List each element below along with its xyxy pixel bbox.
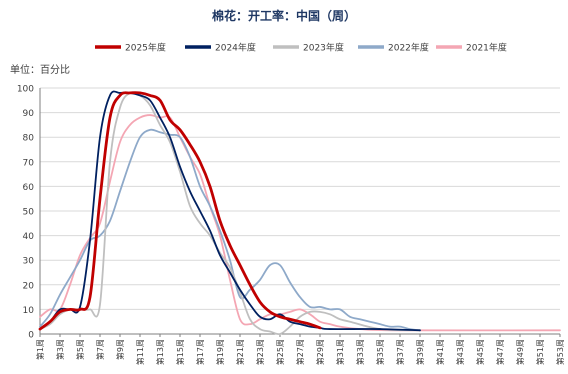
legend-label-2025年度: 2025年度: [125, 42, 166, 54]
legend-label-2021年度: 2021年度: [466, 42, 507, 54]
y-tick-label: 40: [23, 232, 35, 242]
x-tick-label: 第25周: [275, 339, 285, 365]
x-tick-label: 第21周: [235, 339, 245, 365]
x-axis: 第1周 第3周 第5周 第7周 第9周 第11周 第13周 第15周 第17周 第19周 第21周第…: [35, 334, 565, 365]
x-tick-label: 第43周: [455, 339, 465, 365]
x-tick-label: 第47周: [495, 339, 505, 365]
y-tick-label: 70: [23, 158, 35, 168]
x-tick-label: 第53周: [555, 339, 565, 365]
x-tick-label: 第33周: [355, 339, 365, 365]
x-tick-label: 第41周: [435, 339, 445, 365]
x-tick-label: 第9周: [115, 339, 125, 360]
x-tick-label: 第37周: [395, 339, 405, 365]
x-tick-label: 第7周: [95, 339, 105, 360]
x-tick-label: 第27周: [295, 339, 305, 365]
series-line-2024年度: [39, 90, 421, 332]
x-tick-label: 第17周: [195, 339, 205, 365]
x-tick-label: 第13周: [155, 339, 165, 365]
x-tick-label: 第51周: [535, 339, 545, 365]
series-line-2025年度: [38, 91, 322, 331]
x-tick-label: 第29周: [315, 339, 325, 365]
x-tick-label: 第1周: [35, 339, 45, 360]
x-tick-label: 第45周: [475, 339, 485, 365]
y-tick-label: 100: [17, 85, 34, 95]
x-tick-label: 第49周: [515, 339, 525, 365]
y-tick-label: 60: [23, 183, 35, 193]
series-layer: [38, 90, 561, 336]
y-tick-label: 20: [23, 281, 35, 291]
x-tick-label: 第11周: [135, 339, 145, 365]
y-tick-label: 30: [23, 257, 35, 267]
x-tick-label: 第39周: [415, 339, 425, 365]
y-tick-label: 50: [23, 208, 35, 218]
legend: 2025年度 2024年度 2023年度 2022年度 2021年度: [95, 42, 507, 54]
series-line-2022年度: [39, 128, 421, 332]
legend-label-2024年度: 2024年度: [215, 42, 256, 54]
legend-label-2022年度: 2022年度: [388, 42, 429, 54]
series-line-2023年度: [39, 91, 421, 336]
y-axis: 0 10 20 30 40 50 60 70 80 90 100: [17, 85, 41, 341]
unit-label: 单位：百分比: [10, 63, 70, 76]
y-tick-label: 10: [23, 306, 35, 316]
legend-label-2023年度: 2023年度: [303, 42, 344, 54]
x-tick-label: 第35周: [375, 339, 385, 365]
x-tick-label: 第5周: [75, 339, 85, 360]
x-tick-label: 第31周: [335, 339, 345, 365]
y-tick-label: 80: [23, 134, 35, 144]
chart-title: 棉花：开工率：中国（周）: [212, 8, 356, 23]
x-tick-label: 第3周: [55, 339, 65, 360]
x-tick-label: 第23周: [255, 339, 265, 365]
x-tick-label: 第19周: [215, 339, 225, 365]
y-tick-label: 90: [23, 109, 35, 119]
x-tick-label: 第15周: [175, 339, 185, 365]
y-tick-label: 0: [28, 331, 34, 341]
